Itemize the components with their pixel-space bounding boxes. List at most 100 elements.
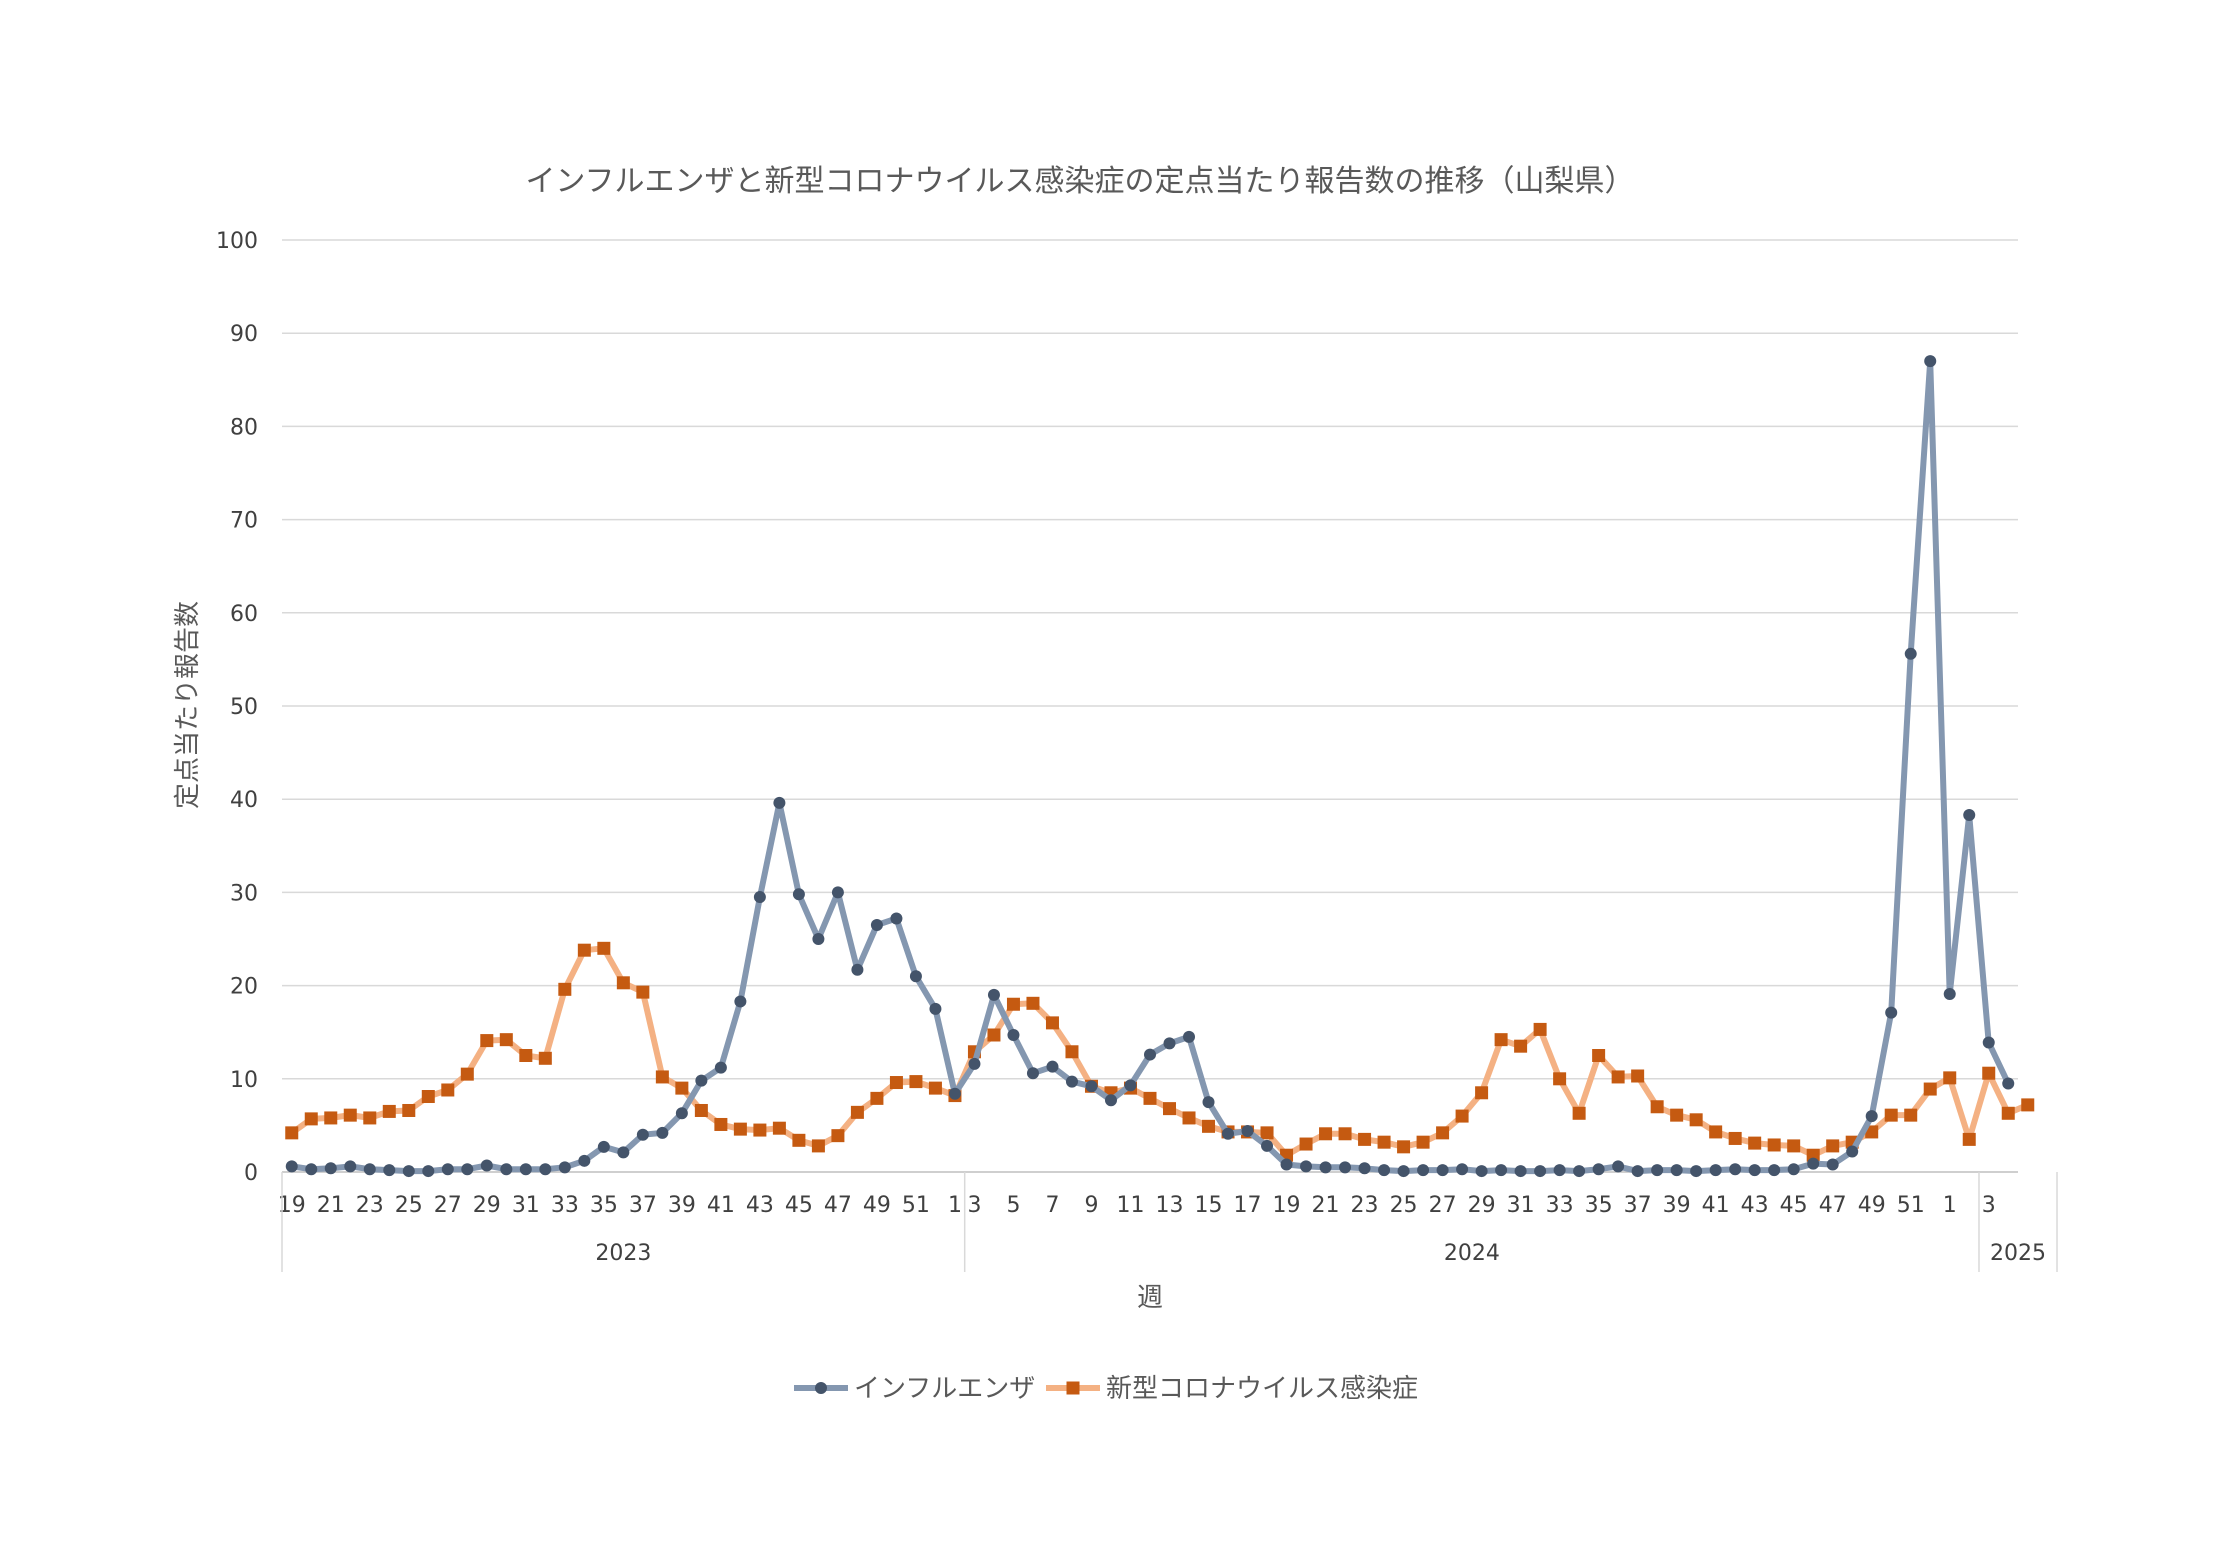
data-point [1377, 1135, 1391, 1149]
data-point [1612, 1160, 1625, 1173]
data-point [1494, 1033, 1508, 1047]
legend-label: 新型コロナウイルス感染症 [1106, 1374, 1418, 1404]
x-tick-label: 17 [1234, 1193, 1262, 1218]
data-point [909, 970, 922, 983]
data-point [1553, 1164, 1566, 1177]
data-point [811, 1139, 825, 1153]
data-point [304, 1112, 318, 1126]
x-tick-label: 25 [1390, 1193, 1418, 1218]
data-point [1358, 1162, 1371, 1175]
data-point [987, 1028, 1001, 1042]
x-tick-label: 45 [785, 1193, 813, 1218]
data-point [1241, 1124, 1254, 1137]
data-point [1104, 1094, 1117, 1107]
data-point [928, 1081, 942, 1095]
data-point [1182, 1111, 1196, 1125]
x-tick-label: 41 [707, 1193, 735, 1218]
data-point [792, 1133, 806, 1147]
data-point [773, 796, 786, 809]
series-influenza [285, 355, 2015, 1178]
y-tick-label: 20 [230, 975, 258, 1000]
x-tick-label: 29 [1468, 1193, 1496, 1218]
y-tick-label: 70 [230, 509, 258, 534]
data-point [948, 1087, 961, 1100]
y-tick-label: 0 [244, 1161, 258, 1186]
data-point [1299, 1137, 1313, 1151]
x-tick-label: 13 [1156, 1193, 1184, 1218]
x-tick-label: 51 [902, 1193, 930, 1218]
x-tick-label: 41 [1702, 1193, 1730, 1218]
data-point [1436, 1126, 1450, 1140]
data-point [421, 1090, 435, 1104]
y-axis-title: 定点当たり報告数 [173, 601, 203, 809]
data-point [1690, 1165, 1703, 1178]
data-point [1124, 1079, 1137, 1092]
data-point [636, 1128, 649, 1141]
data-point [1670, 1164, 1683, 1177]
data-point [890, 912, 903, 925]
x-tick-label: 3 [967, 1193, 981, 1218]
data-point [519, 1049, 533, 1062]
data-point [889, 1076, 903, 1090]
x-tick-label: 33 [551, 1193, 579, 1218]
x-tick-label: 35 [590, 1193, 618, 1218]
data-point [929, 1002, 942, 1015]
data-point [1572, 1106, 1586, 1120]
data-point [1923, 1082, 1937, 1096]
data-point [1280, 1158, 1293, 1171]
x-tick-label: 7 [1045, 1193, 1059, 1218]
series-layer [285, 355, 2035, 1178]
data-point [1202, 1119, 1216, 1133]
data-point [1982, 1036, 1995, 1049]
data-point [402, 1103, 416, 1117]
x-tick-label: 5 [1006, 1193, 1020, 1218]
data-point [1651, 1164, 1664, 1177]
data-point [1611, 1070, 1625, 1084]
x-tick-label: 39 [1663, 1193, 1691, 1218]
x-tick-label: 33 [1546, 1193, 1574, 1218]
data-point [1456, 1163, 1469, 1176]
x-tick-label: 23 [1351, 1193, 1379, 1218]
legend-marker [815, 1382, 827, 1394]
data-point [1143, 1091, 1157, 1105]
x-tick-label: 47 [824, 1193, 852, 1218]
data-point [1573, 1165, 1586, 1178]
data-point [480, 1034, 494, 1048]
data-point [1358, 1132, 1372, 1146]
x-tick-label: 51 [1897, 1193, 1925, 1218]
data-point [1026, 1067, 1039, 1080]
y-tick-label: 50 [230, 695, 258, 720]
data-point [851, 963, 864, 976]
data-point [733, 1122, 747, 1136]
data-point [499, 1033, 513, 1047]
data-point [344, 1160, 357, 1173]
legend-label: インフルエンザ [854, 1374, 1035, 1404]
data-point [324, 1111, 338, 1125]
data-point [1475, 1165, 1488, 1178]
data-point [402, 1165, 415, 1178]
data-point [1553, 1072, 1567, 1086]
data-point [831, 886, 844, 899]
data-point [1846, 1145, 1859, 1158]
data-point [714, 1117, 728, 1131]
data-point [1943, 987, 1956, 1000]
data-point [1514, 1039, 1528, 1053]
data-point [675, 1081, 689, 1095]
data-point [656, 1126, 669, 1139]
data-point [1183, 1030, 1196, 1043]
data-point [1455, 1109, 1469, 1123]
data-point [714, 1061, 727, 1074]
data-point [1962, 1132, 1976, 1146]
x-tick-label: 49 [1858, 1193, 1886, 1218]
data-point [1865, 1110, 1878, 1123]
data-point [285, 1126, 299, 1140]
x-tick-label: 3 [1982, 1193, 1996, 1218]
data-point [1163, 1102, 1177, 1116]
x-tick-label: 23 [356, 1193, 384, 1218]
data-point [1904, 647, 1917, 660]
data-point [324, 1162, 337, 1175]
data-point [305, 1163, 318, 1176]
x-tick-label: 25 [395, 1193, 423, 1218]
data-point [1007, 1028, 1020, 1041]
